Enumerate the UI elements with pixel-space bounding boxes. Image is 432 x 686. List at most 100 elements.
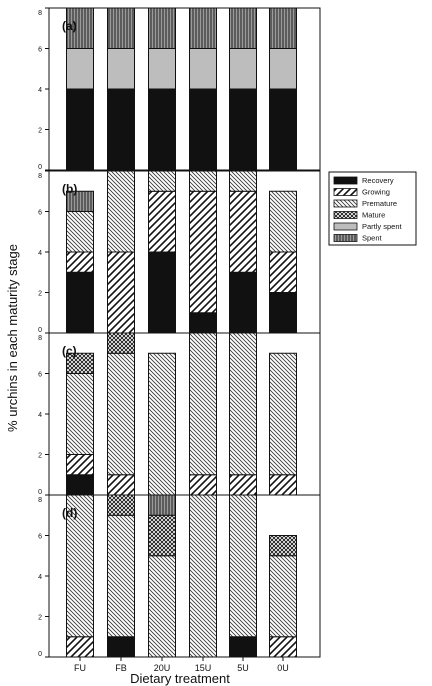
bar-segment: [269, 292, 297, 334]
panel-label: (d): [62, 506, 77, 520]
bar-segment: [189, 88, 217, 171]
bar-segment: [269, 636, 297, 658]
bar-segment: [189, 474, 217, 496]
bar-segment: [107, 636, 135, 658]
bar-segment: [189, 190, 217, 314]
bar-segment: [148, 170, 176, 192]
bar-segment: [229, 190, 257, 273]
bar-segment: [269, 555, 297, 638]
x-tick-label: 20U: [154, 663, 171, 673]
y-tick-label: 0: [38, 164, 42, 171]
y-tick-label: 6: [38, 372, 42, 379]
bar-segment: [229, 636, 257, 658]
legend-label: Partly spent: [362, 222, 403, 231]
legend-swatch: [333, 188, 358, 196]
x-tick-label: 0U: [277, 663, 289, 673]
bar-segment: [269, 190, 297, 253]
bars-layer: [66, 7, 297, 658]
legend-label: Spent: [362, 234, 383, 243]
bar-segment: [148, 190, 176, 253]
bar-segment: [189, 332, 217, 476]
x-tick-label: FB: [115, 663, 127, 673]
bar-segment: [66, 373, 94, 455]
bar-segment: [107, 352, 135, 476]
bar-segment: [107, 494, 135, 516]
x-tick-label: 5U: [237, 663, 249, 673]
bar-segment: [229, 474, 257, 496]
bar-segment: [66, 352, 94, 374]
y-tick-label: 4: [38, 87, 42, 94]
panel-label: (a): [62, 19, 77, 33]
y-tick-label: 8: [38, 497, 42, 504]
y-tick-label: 2: [38, 615, 42, 622]
legend-label: Mature: [362, 211, 385, 220]
bar-segment: [269, 535, 297, 557]
bar-segment: [107, 332, 135, 354]
bar-segment: [229, 170, 257, 192]
y-tick-label: 6: [38, 210, 42, 217]
bar-segment: [107, 7, 135, 49]
y-tick-label: 6: [38, 47, 42, 54]
panel-label: (b): [62, 182, 77, 196]
y-tick-label: 8: [38, 10, 42, 17]
bar-segment: [269, 48, 297, 90]
bar-segment: [66, 7, 94, 49]
x-tick-label: 15U: [195, 663, 212, 673]
bar-segment: [107, 514, 135, 638]
bar-segment: [189, 312, 217, 334]
bar-segment: [148, 251, 176, 334]
legend-swatch: [333, 222, 358, 231]
bar-segment: [148, 352, 176, 496]
y-tick-label: 4: [38, 574, 42, 581]
bar-segment: [148, 514, 176, 557]
bar-segment: [189, 494, 217, 658]
y-tick-label: 0: [38, 651, 42, 658]
y-tick-label: 2: [38, 128, 42, 135]
bar-segment: [66, 474, 94, 496]
bar-segment: [66, 454, 94, 476]
bar-segment: [269, 251, 297, 293]
bar-segment: [107, 474, 135, 496]
panel-label: (c): [62, 344, 77, 358]
bar-segment: [229, 494, 257, 638]
bar-segment: [66, 190, 94, 212]
y-tick-label: 2: [38, 453, 42, 460]
y-tick-label: 4: [38, 250, 42, 257]
bar-segment: [269, 7, 297, 49]
bar-segment: [148, 88, 176, 171]
legend-entries: Recovery Growing Premature Mature Partly spe…: [333, 176, 403, 243]
bar-segment: [107, 170, 135, 253]
y-tick-label: 4: [38, 412, 42, 419]
legend-swatch: [333, 199, 358, 208]
bar-segment: [229, 332, 257, 476]
y-tick-label: 8: [38, 335, 42, 342]
bar-segment: [148, 555, 176, 658]
bar-segment: [229, 88, 257, 171]
bar-segment: [229, 48, 257, 90]
legend-swatch: [333, 176, 358, 185]
x-tick-label: FU: [74, 663, 86, 673]
bar-segment: [66, 636, 94, 658]
bar-segment: [66, 48, 94, 90]
y-tick-label: 2: [38, 291, 42, 298]
y-tick-label: 8: [38, 173, 42, 180]
bar-segment: [229, 271, 257, 334]
bar-segment: [66, 251, 94, 273]
bar-segment: [269, 474, 297, 496]
bar-segment: [66, 88, 94, 171]
legend-label: Growing: [362, 188, 390, 197]
bar-segment: [107, 48, 135, 90]
bar-segment: [269, 88, 297, 171]
legend-label: Recovery: [362, 176, 394, 185]
bar-segment: [148, 494, 176, 516]
legend-swatch: [333, 211, 358, 219]
bar-segment: [269, 352, 297, 476]
bar-segment: [107, 88, 135, 171]
y-tick-label: 0: [38, 489, 42, 496]
bar-segment: [66, 211, 94, 253]
bar-segment: [189, 170, 217, 192]
bar-segment: [66, 494, 94, 638]
bar-segment: [189, 7, 217, 49]
axes-layer: (a) 0 2 4 6 8 (b) 0 2 4 6 8 (c) 0 2 4 6 8 (d) 0 2 4 6 8 FU FB 20U 1…: [38, 7, 289, 673]
